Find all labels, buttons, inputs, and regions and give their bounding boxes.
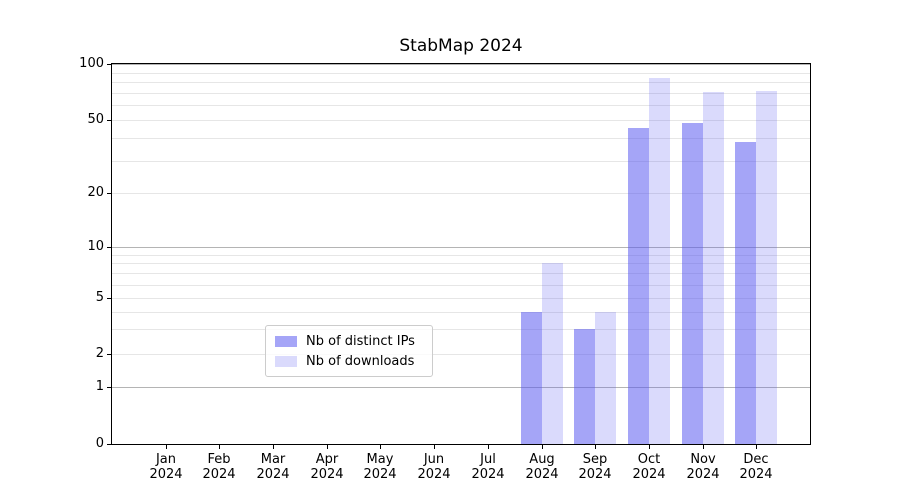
x-tick-label: Mar 2024 [256, 452, 290, 482]
x-tick-mark [327, 445, 328, 449]
plot-area [111, 63, 811, 445]
gridline-minor [112, 285, 810, 286]
x-tick-label: Dec 2024 [739, 452, 773, 482]
gridline-major [112, 64, 810, 65]
x-tick-label: Sep 2024 [578, 452, 612, 482]
x-tick-mark [219, 445, 220, 449]
legend-item-distinct-ips: Nb of distinct IPs [275, 331, 422, 351]
y-tick-mark [107, 247, 111, 248]
bar-nb-of-downloads-nov-2024 [703, 92, 724, 444]
y-tick-mark [107, 444, 111, 445]
legend-item-downloads: Nb of downloads [275, 351, 422, 371]
x-tick-mark [488, 445, 489, 449]
y-tick-label: 10 [87, 239, 104, 254]
x-tick-label: Oct 2024 [632, 452, 666, 482]
x-tick-label: Jul 2024 [471, 452, 505, 482]
gridline-minor [112, 298, 810, 299]
gridline-minor [112, 105, 810, 106]
legend-label-distinct-ips: Nb of distinct IPs [306, 333, 415, 349]
y-tick-mark [107, 120, 111, 121]
gridline-major [112, 247, 810, 248]
y-tick-label: 100 [79, 56, 104, 71]
x-tick-label: Apr 2024 [310, 452, 344, 482]
x-tick-label: Feb 2024 [202, 452, 236, 482]
y-tick-label: 20 [87, 185, 104, 200]
chart-title: StabMap 2024 [399, 36, 523, 56]
gridline-minor [112, 138, 810, 139]
x-tick-mark [703, 445, 704, 449]
bar-nb-of-distinct-ips-aug-2024 [521, 312, 542, 444]
x-tick-label: Nov 2024 [686, 452, 720, 482]
x-tick-mark [649, 445, 650, 449]
gridline-minor [112, 93, 810, 94]
bar-nb-of-distinct-ips-nov-2024 [682, 123, 703, 444]
y-tick-label: 50 [87, 112, 104, 127]
gridline-minor [112, 73, 810, 74]
bar-nb-of-distinct-ips-sep-2024 [574, 329, 595, 444]
bar-nb-of-downloads-aug-2024 [542, 263, 563, 444]
gridline-minor [112, 263, 810, 264]
legend-swatch-downloads [275, 355, 297, 367]
y-tick-mark [107, 354, 111, 355]
gridline-minor [112, 354, 810, 355]
legend: Nb of distinct IPs Nb of downloads [265, 325, 433, 377]
gridline-minor [112, 329, 810, 330]
x-tick-mark [595, 445, 596, 449]
x-tick-label: May 2024 [363, 452, 397, 482]
y-tick-label: 5 [95, 290, 104, 305]
y-tick-mark [107, 387, 111, 388]
y-tick-label: 2 [95, 346, 104, 361]
gridline-minor [112, 82, 810, 83]
y-tick-label: 0 [95, 436, 104, 451]
y-tick-label: 1 [95, 379, 104, 394]
gridline-minor [112, 273, 810, 274]
gridline-minor [112, 161, 810, 162]
legend-swatch-distinct-ips [275, 335, 297, 347]
x-tick-mark [434, 445, 435, 449]
bar-nb-of-distinct-ips-oct-2024 [628, 128, 649, 444]
gridline-minor [112, 312, 810, 313]
x-tick-mark [542, 445, 543, 449]
x-tick-mark [166, 445, 167, 449]
x-tick-mark [380, 445, 381, 449]
gridline-minor [112, 120, 810, 121]
gridline-major [112, 387, 810, 388]
x-tick-mark [756, 445, 757, 449]
y-tick-mark [107, 193, 111, 194]
bar-nb-of-distinct-ips-dec-2024 [735, 142, 756, 444]
x-tick-label: Aug 2024 [525, 452, 559, 482]
gridline-minor [112, 255, 810, 256]
bar-nb-of-downloads-oct-2024 [649, 78, 670, 444]
x-tick-label: Jun 2024 [417, 452, 451, 482]
bar-nb-of-downloads-dec-2024 [756, 91, 777, 444]
x-tick-mark [273, 445, 274, 449]
x-tick-label: Jan 2024 [149, 452, 183, 482]
y-tick-mark [107, 64, 111, 65]
gridline-minor [112, 193, 810, 194]
legend-label-downloads: Nb of downloads [306, 353, 415, 369]
bar-nb-of-downloads-sep-2024 [595, 312, 616, 444]
y-tick-mark [107, 298, 111, 299]
